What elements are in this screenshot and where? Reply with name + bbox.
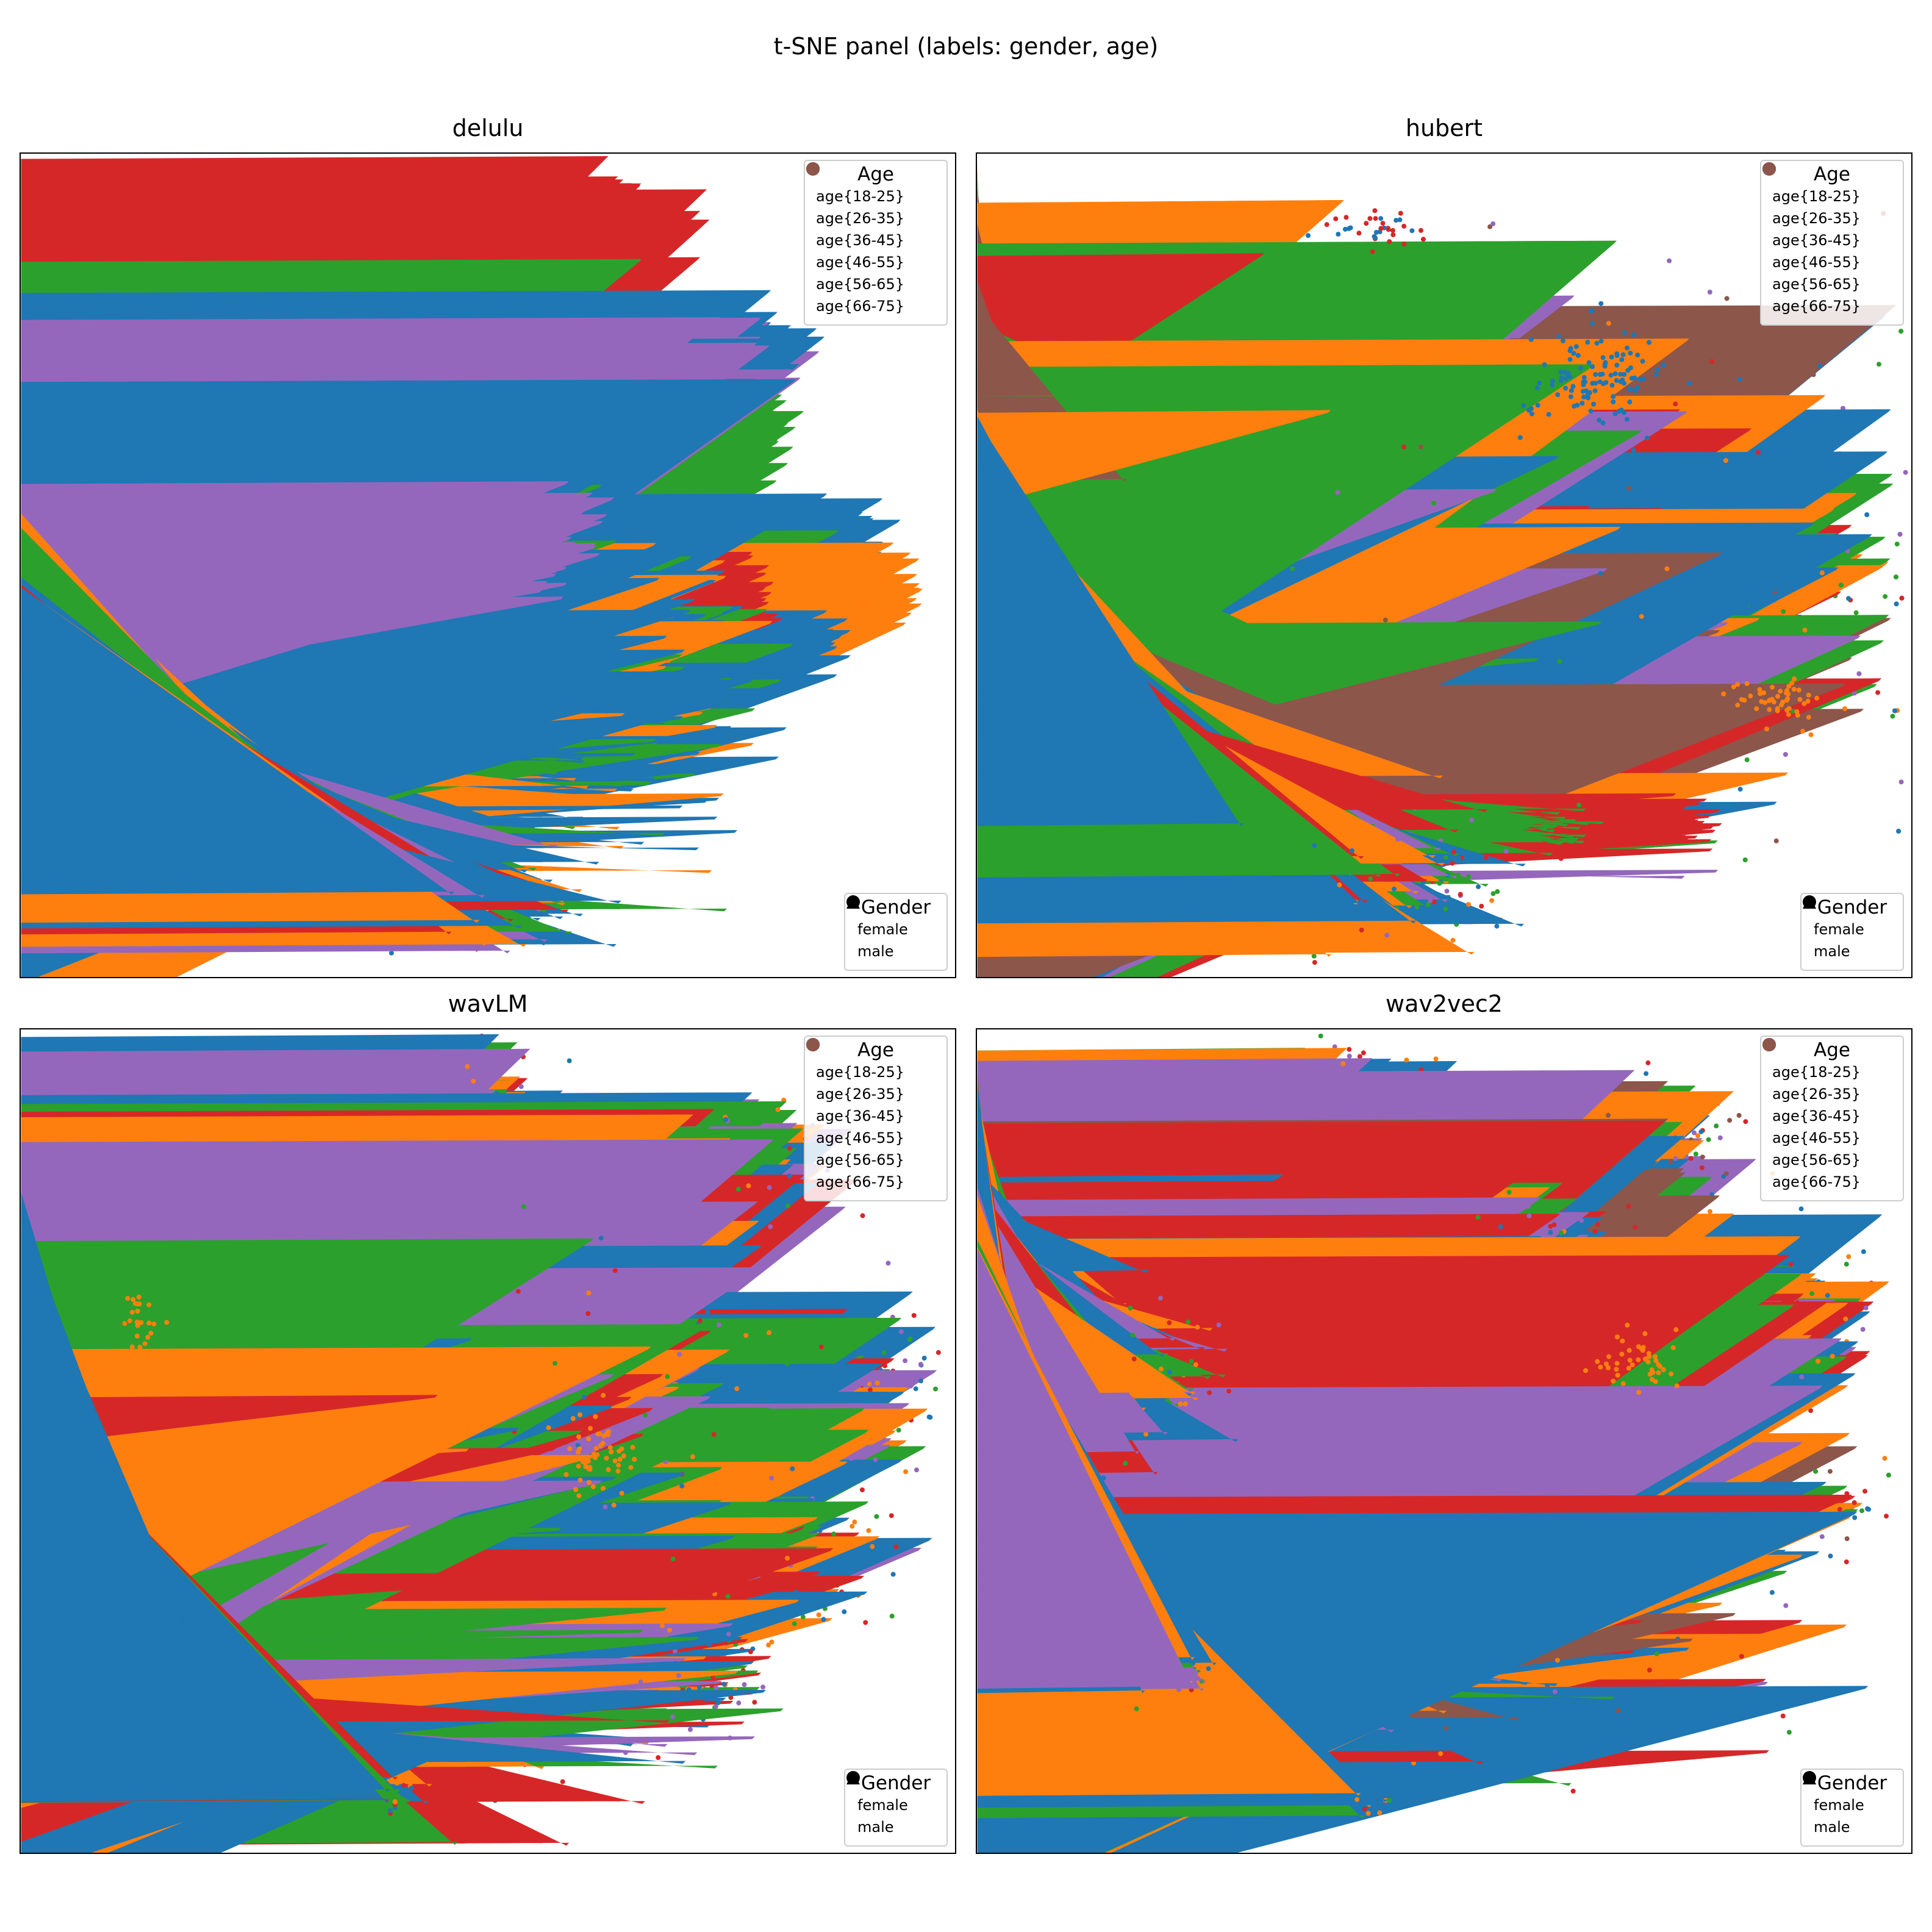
plot-area: Age age{18-25} age{26-35} age{36-45} age{46-…: [20, 152, 956, 978]
legend-label: female: [857, 921, 908, 938]
subplot-title: delulu: [452, 115, 524, 141]
scatter-point-2011: [1894, 601, 1899, 607]
legend-item-age{36-45}: age{36-45}: [805, 162, 946, 251]
gender-legend-title: Gender: [860, 896, 931, 918]
legend-item-age{66-75}: age{66-75}: [805, 162, 946, 317]
scatter-point-2144: [1811, 372, 1816, 377]
scatter-point-1009: [1490, 221, 1496, 226]
scatter-point-1251: [1737, 787, 1743, 792]
subplot-delulu: delulu Age age{18-25} age{26-35} age{36-45} a…: [20, 115, 956, 978]
scatter-point-814: [1773, 838, 1779, 843]
subplot-hubert: hubert Age age{18-25} age{26-35} age{36-45} a…: [976, 115, 1912, 978]
scatter-point-1402: [1877, 362, 1881, 367]
scatter-point-1800: [1856, 671, 1862, 676]
scatter-point-2098: [1898, 329, 1904, 334]
scatter-point-2757: [21, 587, 455, 895]
age-legend-title: Age: [857, 163, 894, 185]
plot-area: Age age{18-25} age{26-35} age{36-45} age{46-…: [976, 152, 1912, 978]
scatter-point-2104: [1762, 609, 1767, 614]
scatter-point-2170: [1606, 321, 1611, 326]
scatter-point-1986: [1894, 574, 1898, 580]
scatter-point-959: [1598, 301, 1604, 306]
legend-label: age{66-75}: [816, 298, 904, 315]
scatter-point-2002: [1802, 628, 1808, 633]
scatter-point-1438: [1742, 857, 1748, 862]
legend-item-age{56-65}: age{56-65}: [805, 162, 946, 295]
legend-item-age{46-55}: age{46-55}: [805, 162, 946, 273]
subplot-title: hubert: [1405, 115, 1483, 141]
scatter-point-1833: [1896, 828, 1902, 834]
scatter-point-983: [1903, 470, 1908, 475]
age-legend: Age age{18-25} age{26-35} age{36-45} age{46-…: [804, 160, 948, 326]
scatter-point-1954: [1852, 690, 1857, 696]
scatter-point-1686: [1853, 610, 1859, 615]
scatter-point-2053: [1819, 570, 1825, 576]
legend-label: age{46-55}: [816, 254, 904, 271]
scatter-point-1513: [1890, 714, 1895, 719]
legend-item-age{18-25}: age{18-25}: [805, 162, 946, 207]
scatter-point-2108: [1864, 512, 1870, 517]
scatter-point-1816: [1897, 532, 1903, 537]
scatter-point-1818: [1783, 752, 1788, 757]
scatter-point-1809: [1899, 595, 1905, 601]
legend-marker-triangle-icon: [846, 895, 860, 909]
scatter-point-1597: [1846, 596, 1851, 601]
figure-title: t-SNE panel (labels: gender, age): [773, 33, 1159, 60]
scatter-point-1226: [1667, 258, 1672, 263]
legend-label: age{36-45}: [816, 232, 904, 249]
scatter-point-954: [1487, 224, 1493, 229]
scatter-point-1340: [1894, 542, 1900, 547]
scatter-point-1093: [1883, 594, 1888, 599]
legend-label: age{56-65}: [816, 276, 904, 293]
scatter-point-1162: [1744, 757, 1750, 762]
legend-label: age{18-25}: [816, 188, 904, 205]
legend-item-male: male: [845, 895, 946, 962]
scatter-plot: [977, 162, 1908, 977]
legend-label: age{26-35}: [816, 210, 904, 227]
scatter-point-1710: [1306, 233, 1311, 238]
scatter-point-2558: [388, 950, 394, 956]
scatter-point-1186: [1707, 290, 1712, 295]
legend-marker-circle-icon: [806, 162, 820, 176]
legend-label: male: [857, 943, 894, 960]
scatter-point-1948: [1838, 582, 1844, 588]
legend-item-female: female: [845, 895, 946, 940]
scatter-point-1271: [1724, 296, 1730, 301]
scatter-point-1471: [1898, 779, 1904, 785]
legend-item-age{26-35}: age{26-35}: [805, 162, 946, 229]
scatter-plot: [21, 156, 923, 977]
scatter-point-970: [1875, 690, 1881, 695]
gender-legend: Gender female male: [844, 893, 948, 971]
